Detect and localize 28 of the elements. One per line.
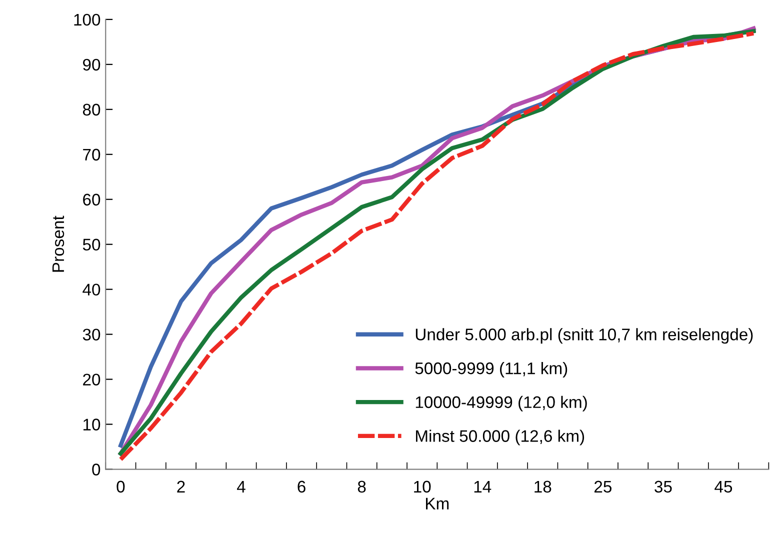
y-tick-label: 20 — [83, 374, 100, 386]
x-tick-label: 14 — [474, 480, 492, 492]
x-tick-label: 4 — [237, 480, 246, 492]
y-tick-label: 30 — [82, 328, 100, 341]
legend-label: Minst 50.000 (12,6 km) — [416, 430, 584, 446]
y-tick-label: 0 — [92, 464, 100, 476]
x-tick-label: 10 — [414, 480, 431, 493]
legend-label: Under 5.000 arb.pl (snitt 10,7 km reiselengde) — [416, 328, 753, 344]
y-tick-label: 90 — [83, 58, 100, 71]
y-tick-label: 40 — [82, 284, 100, 296]
y-axis-title: Prosent — [52, 216, 64, 272]
x-tick-label: 18 — [534, 480, 552, 493]
legend-label: 10000-49999 (12,0 km) — [416, 396, 587, 412]
x-tick-label: 0 — [116, 480, 125, 493]
y-tick-label: 80 — [82, 104, 100, 116]
y-tick-label: 50 — [82, 238, 100, 251]
x-tick-label: 6 — [298, 480, 306, 493]
y-tick-label: 70 — [83, 148, 100, 161]
x-tick-label: 45 — [714, 480, 732, 493]
y-tick-label: 60 — [83, 194, 100, 206]
y-tick-label: 10 — [84, 418, 100, 430]
y-tick-label: 100 — [74, 14, 100, 26]
x-axis-title: Km — [426, 498, 449, 510]
x-tick-label: 25 — [594, 480, 612, 493]
legend-label: 5000-9999 (11,1 km) — [415, 362, 568, 378]
x-tick-label: 2 — [177, 480, 185, 492]
x-tick-label: 35 — [654, 480, 672, 493]
x-tick-label: 8 — [358, 480, 366, 493]
